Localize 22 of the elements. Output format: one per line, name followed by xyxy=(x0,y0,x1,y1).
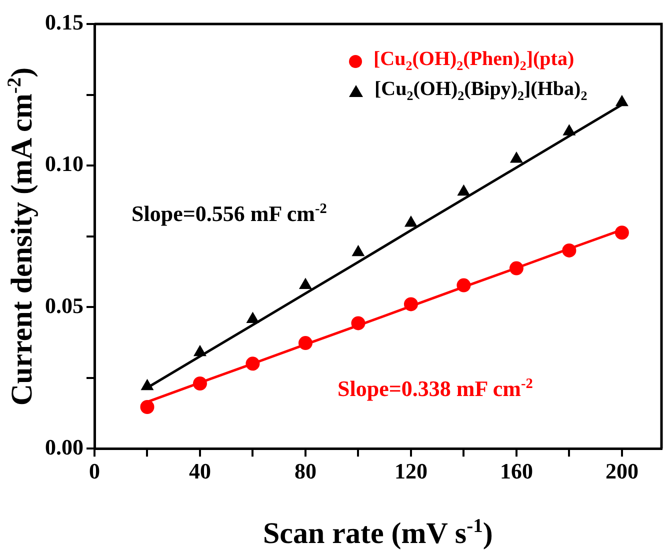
y-tick-label: 0.00 xyxy=(45,434,84,460)
x-tick-label: 40 xyxy=(188,458,211,484)
annotation: Slope=0.338 mF cm$^{-2}$ xyxy=(338,376,533,402)
legend-label: [Cu$_{2}$(OH)$_{2}$(Bipy)$_{2}$](Hba)$_{2}$ xyxy=(374,78,588,104)
legend-label: [Cu$_{2}$(OH)$_{2}$(Phen)$_{2}$](pta) xyxy=(374,48,574,74)
point xyxy=(352,245,364,256)
y-tick-label: 0.15 xyxy=(45,10,84,35)
y-tick-label: 0.05 xyxy=(45,292,84,318)
x-tick-label: 200 xyxy=(605,458,638,484)
point xyxy=(246,312,259,323)
x-tick-label: 120 xyxy=(394,458,428,484)
y-tick-label: 0.10 xyxy=(45,151,84,176)
point xyxy=(510,152,523,163)
x-tick-label: 160 xyxy=(500,458,533,484)
point xyxy=(404,216,418,227)
x-tick-label: 0 xyxy=(89,458,100,484)
x-axis-title: Scan rate (mV s$^{-1}$) xyxy=(263,516,493,551)
x-tick-label: 80 xyxy=(294,458,316,484)
point xyxy=(299,278,312,290)
point xyxy=(458,184,470,196)
annotation: Slope=0.556 mF cm$^{-2}$ xyxy=(132,200,327,228)
point xyxy=(140,400,154,414)
